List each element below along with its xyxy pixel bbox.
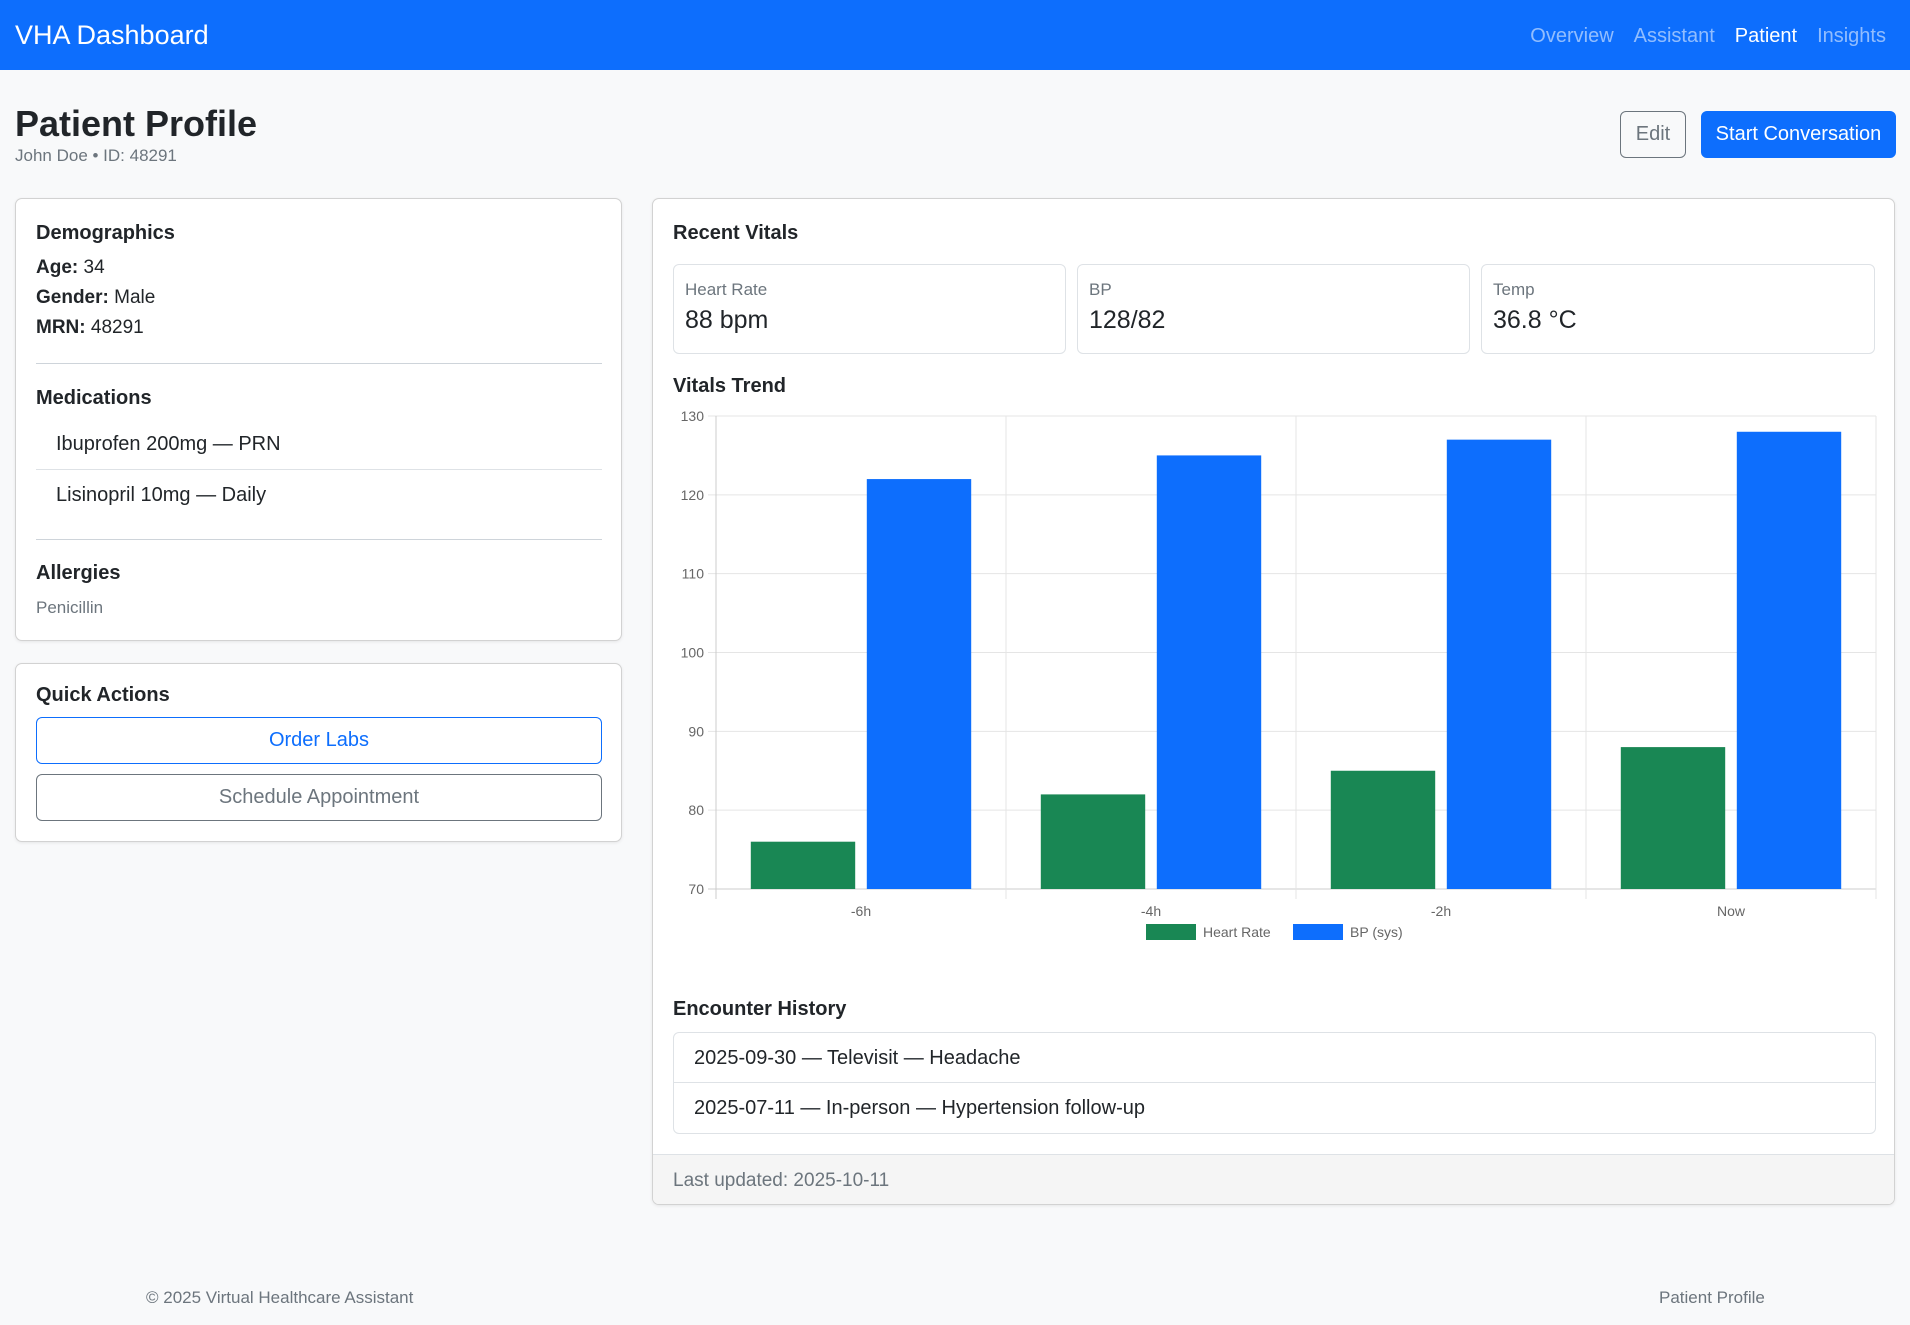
footer-page-label: Patient Profile	[1659, 1288, 1765, 1307]
bar-bp-sys	[1156, 455, 1262, 889]
y-tick-label: 120	[681, 487, 705, 503]
edit-button[interactable]: Edit	[1620, 111, 1686, 158]
bar-heart-rate	[1040, 794, 1146, 889]
vital-value: 128/82	[1089, 306, 1166, 334]
last-updated: Last updated: 2025-10-11	[673, 1170, 890, 1191]
medication-item: Lisinopril 10mg — Daily	[56, 484, 267, 506]
divider	[36, 363, 602, 364]
nav-links: Overview Assistant Patient Insights	[1530, 22, 1886, 50]
mrn-row: MRN: 48291	[36, 315, 144, 341]
quick-actions-title: Quick Actions	[36, 684, 170, 706]
vital-bp: BP 128/82	[1077, 264, 1470, 354]
y-tick-label: 70	[688, 881, 704, 897]
vital-value: 36.8 °C	[1493, 306, 1577, 334]
card-footer: Last updated: 2025-10-11	[653, 1154, 1894, 1204]
navbar: VHA Dashboard Overview Assistant Patient…	[0, 0, 1910, 70]
patient-subtitle: John Doe • ID: 48291	[15, 146, 177, 165]
gender-label: Gender:	[36, 287, 109, 308]
y-tick-label: 100	[681, 645, 705, 661]
encounter-item[interactable]: 2025-07-11 — In-person — Hypertension fo…	[694, 1097, 1145, 1119]
gender-row: Gender: Male	[36, 285, 155, 311]
bar-bp-sys	[1736, 431, 1842, 889]
vital-label: Heart Rate	[685, 280, 768, 299]
medications-title: Medications	[36, 387, 152, 409]
demographics-title: Demographics	[36, 222, 175, 244]
nav-overview[interactable]: Overview	[1530, 25, 1614, 47]
demographics-card: Demographics Age: 34 Gender: Male MRN: 4…	[15, 198, 622, 641]
age-row: Age: 34	[36, 255, 105, 281]
bar-bp-sys	[866, 479, 972, 889]
y-tick-label: 110	[682, 566, 705, 582]
footer-copyright: © 2025 Virtual Healthcare Assistant	[146, 1288, 414, 1307]
x-tick-label: -6h	[851, 903, 871, 919]
x-tick-label: -2h	[1431, 903, 1451, 919]
vital-label: Temp	[1493, 280, 1535, 299]
schedule-appointment-button[interactable]: Schedule Appointment	[36, 774, 602, 821]
y-tick-label: 130	[681, 408, 705, 424]
order-labs-button[interactable]: Order Labs	[36, 717, 602, 764]
vital-value: 88 bpm	[685, 306, 769, 334]
recent-vitals-title: Recent Vitals	[673, 222, 799, 244]
mrn-label: MRN:	[36, 317, 86, 338]
page-title: Patient Profile	[15, 103, 258, 144]
encounter-history-title: Encounter History	[673, 998, 847, 1020]
legend-swatch	[1293, 924, 1343, 940]
y-tick-label: 90	[688, 723, 704, 739]
nav-patient[interactable]: Patient	[1734, 25, 1798, 47]
vitals-trend-title: Vitals Trend	[673, 375, 787, 397]
encounter-list: 2025-09-30 — Televisit — Headache 2025-0…	[673, 1032, 1876, 1134]
brand-logo[interactable]: VHA Dashboard	[15, 20, 209, 50]
allergies-title: Allergies	[36, 562, 121, 584]
legend-label: BP (sys)	[1350, 924, 1403, 940]
gender-value: Male	[114, 287, 156, 308]
age-value: 34	[83, 257, 105, 278]
vital-temp: Temp 36.8 °C	[1481, 264, 1875, 354]
divider	[36, 539, 602, 540]
bar-heart-rate	[1330, 770, 1436, 889]
nav-assistant[interactable]: Assistant	[1633, 25, 1715, 47]
medication-item: Ibuprofen 200mg — PRN	[36, 419, 602, 470]
legend-swatch	[1146, 924, 1196, 940]
nav-insights[interactable]: Insights	[1817, 25, 1886, 47]
bar-bp-sys	[1446, 439, 1552, 889]
encounter-item[interactable]: 2025-09-30 — Televisit — Headache	[674, 1033, 1875, 1083]
bar-heart-rate	[1620, 747, 1726, 889]
vitals-trend-chart: 70 80 90 100 110 120 130 -6h -4h -2h Now Heart Rate…	[681, 408, 1877, 940]
mrn-value: 48291	[90, 317, 144, 338]
y-tick-label: 80	[688, 802, 704, 818]
start-conversation-button[interactable]: Start Conversation	[1701, 111, 1896, 158]
allergies-text: Penicillin	[36, 598, 104, 617]
x-tick-label: -4h	[1141, 903, 1161, 919]
age-label: Age:	[36, 257, 79, 278]
bar-heart-rate	[750, 841, 856, 889]
vitals-card: Recent Vitals Heart Rate 88 bpm BP 128/8…	[652, 198, 1895, 1205]
vital-heart-rate: Heart Rate 88 bpm	[673, 264, 1066, 354]
x-tick-label: Now	[1717, 903, 1746, 919]
vital-label: BP	[1089, 280, 1112, 299]
legend-label: Heart Rate	[1203, 924, 1271, 940]
quick-actions-card: Quick Actions Order Labs Schedule Appoin…	[15, 663, 622, 842]
